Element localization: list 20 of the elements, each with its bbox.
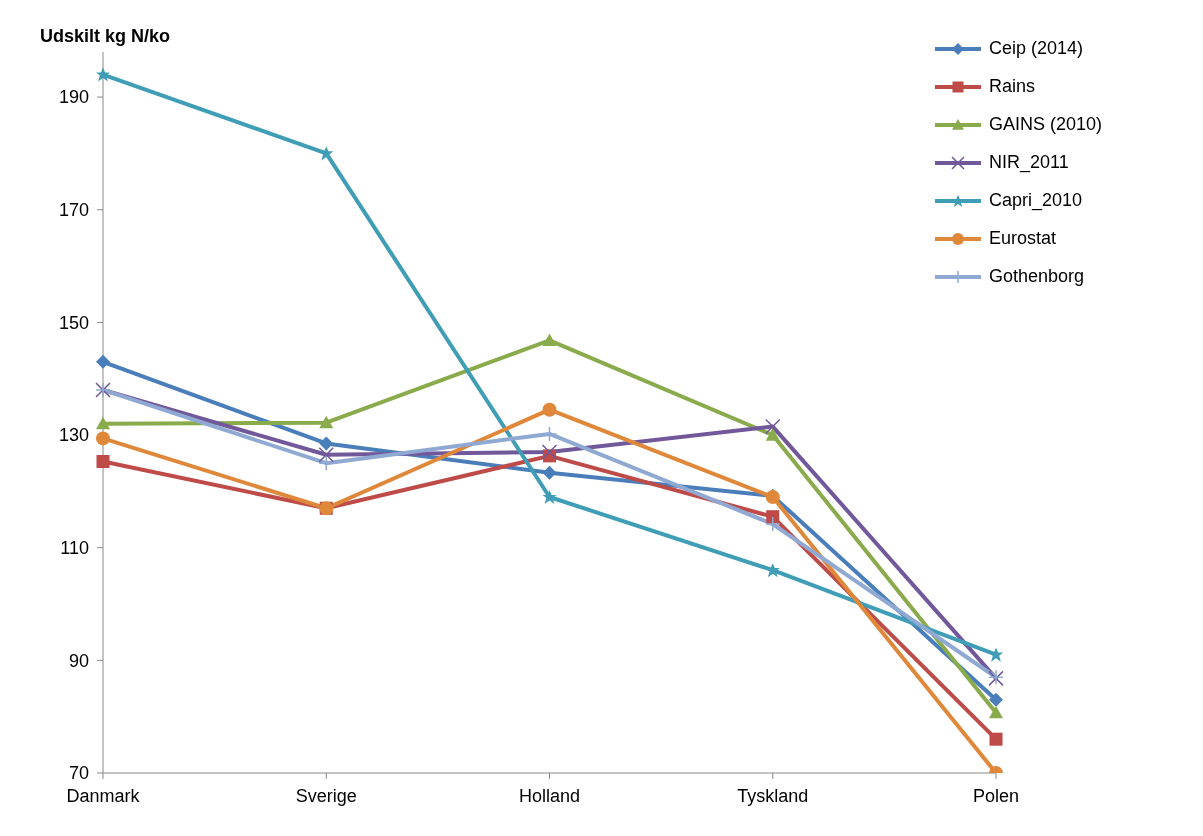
legend-label: Eurostat xyxy=(989,228,1057,249)
legend-label: Ceip (2014) xyxy=(989,38,1084,59)
x-tick-label: Holland xyxy=(518,785,581,806)
y-tick-label: 90 xyxy=(68,650,89,671)
y-tick-label: 170 xyxy=(58,200,89,221)
legend-label: NIR_2011 xyxy=(989,152,1069,173)
x-tick-label: Polen xyxy=(972,785,1020,806)
x-tick-label: Danmark xyxy=(66,785,141,806)
y-tick-label: 190 xyxy=(58,87,89,108)
y-tick-label: 130 xyxy=(58,425,89,446)
legend-label: Gothenborg xyxy=(989,266,1085,287)
y-axis-title: Udskilt kg N/ko xyxy=(40,26,171,47)
legend-label: GAINS (2010) xyxy=(989,114,1103,135)
legend-label: Capri_2010 xyxy=(989,190,1083,211)
legend-label: Rains xyxy=(989,76,1036,97)
y-tick-label: 70 xyxy=(68,763,89,784)
x-tick-label: Sverige xyxy=(295,785,357,806)
y-tick-label: 110 xyxy=(60,538,89,559)
y-tick-label: 150 xyxy=(58,312,89,333)
x-tick-label: Tyskland xyxy=(737,785,809,806)
